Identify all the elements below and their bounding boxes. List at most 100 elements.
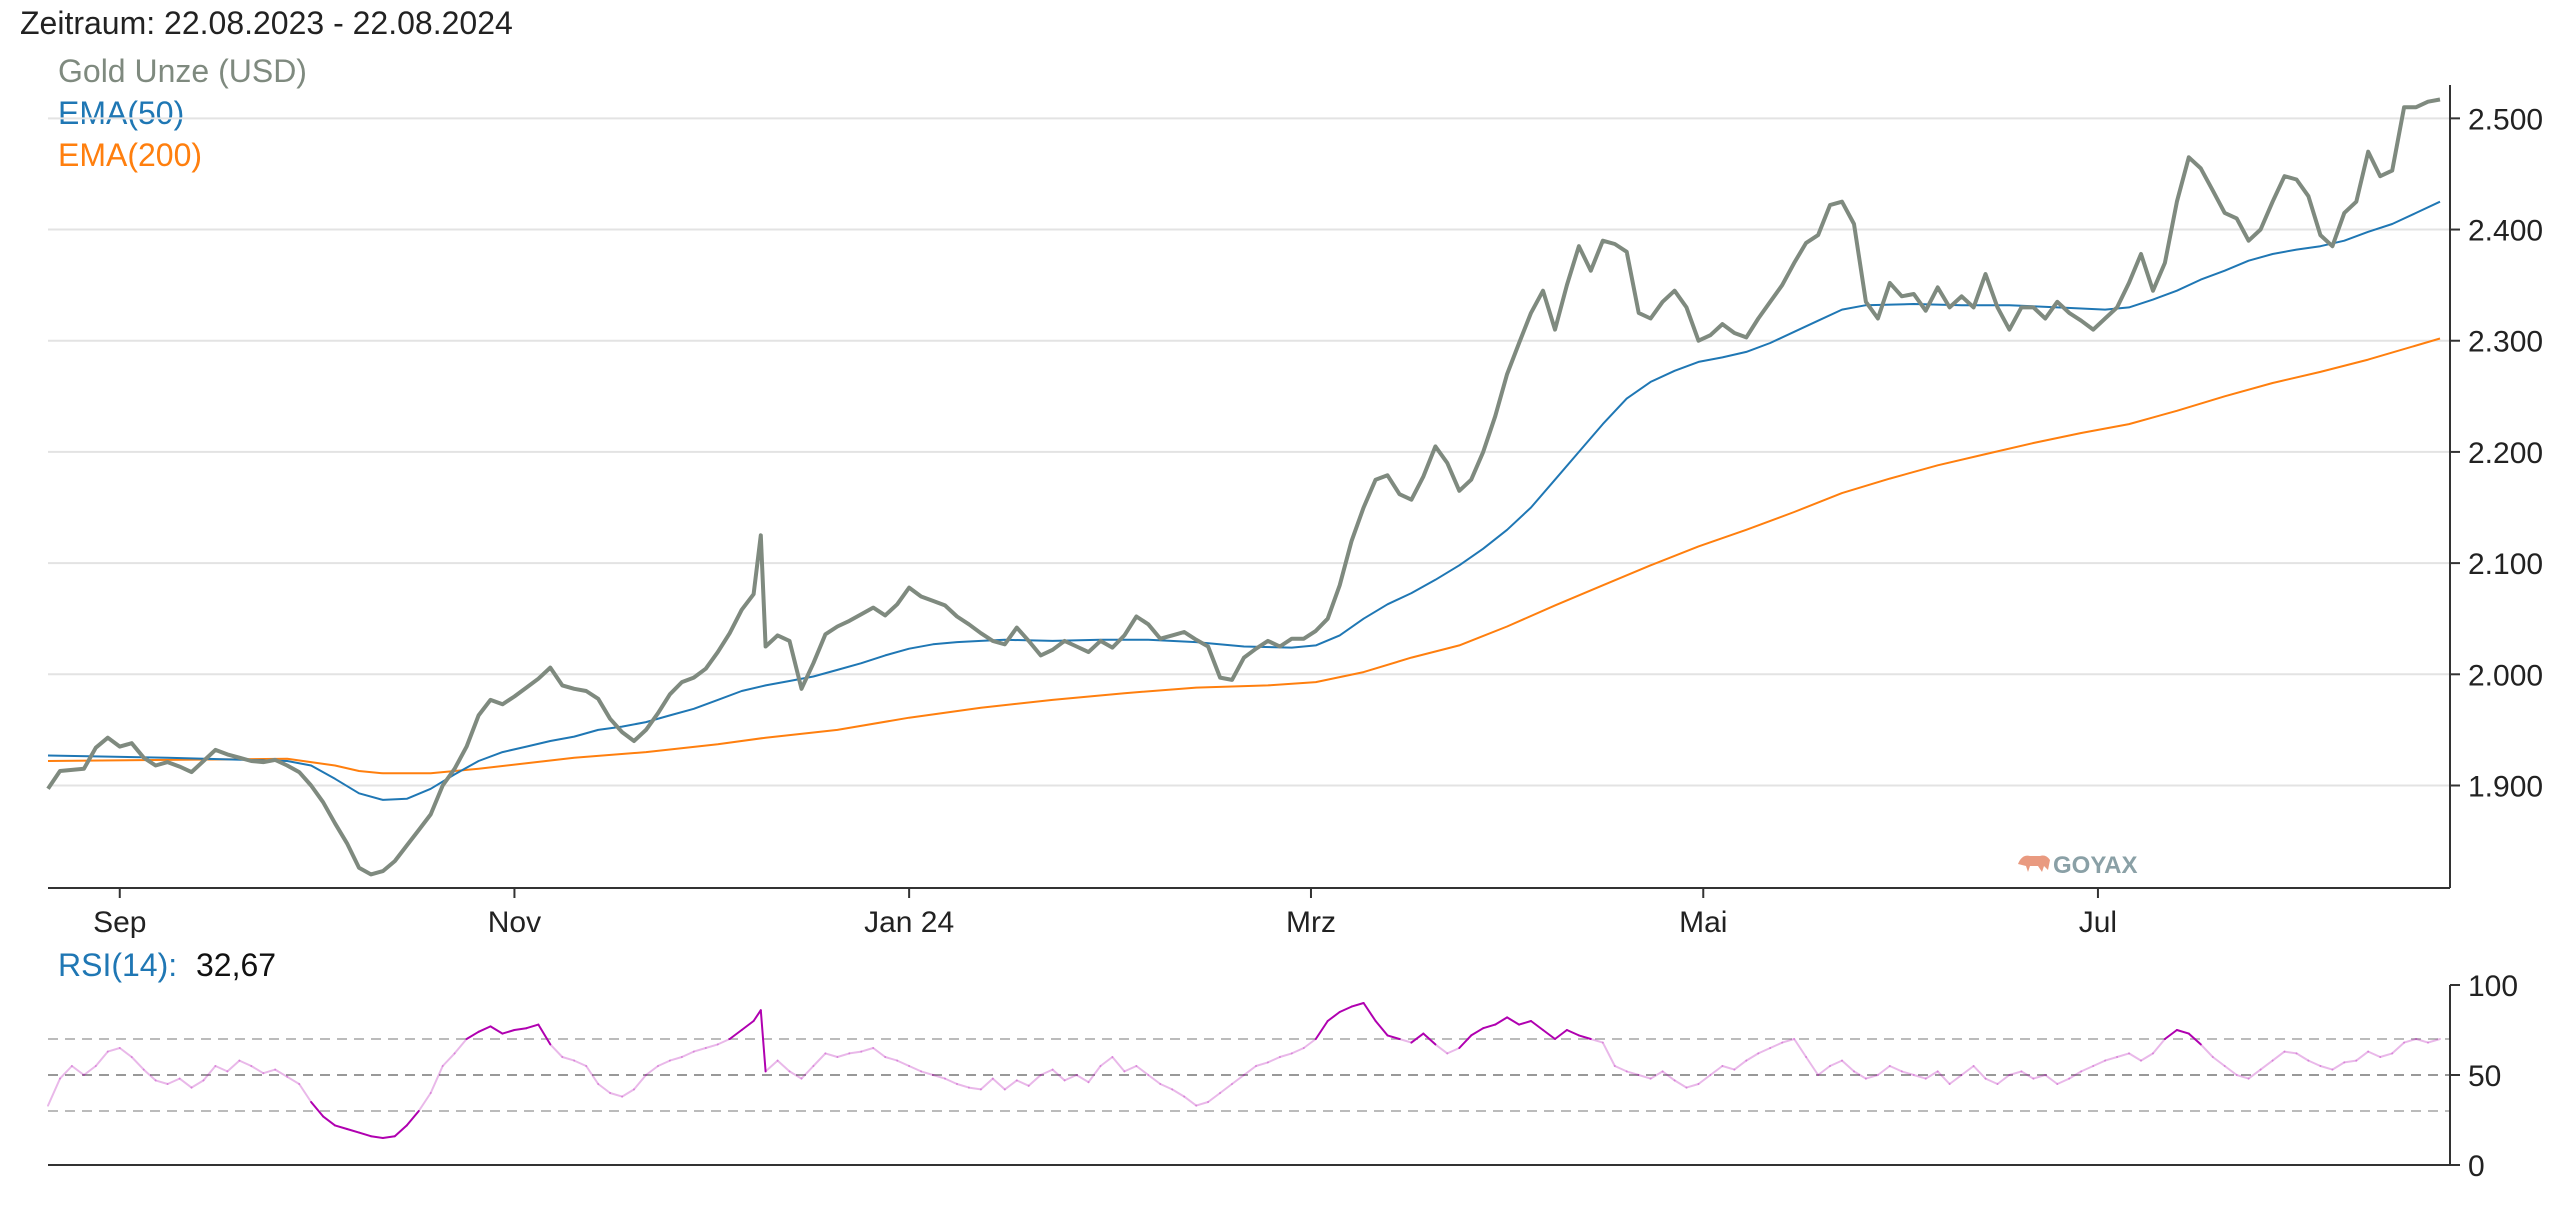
rsi-line-segment <box>920 1070 934 1076</box>
rsi-line-segment <box>1195 1101 1210 1107</box>
rsi-line-segment <box>1266 1056 1281 1064</box>
rsi-line-segment <box>1721 1065 1736 1071</box>
rsi-line-segment <box>1709 1065 1724 1076</box>
rsi-line-segment <box>1087 1065 1102 1084</box>
rsi-line-segment <box>1900 1070 1915 1076</box>
rsi-line-segment <box>1853 1070 1867 1080</box>
rsi-line-segment <box>1003 1079 1018 1091</box>
rsi-line-segment <box>286 1075 301 1085</box>
rsi-reference-lines <box>48 1038 2450 1112</box>
rsi-line-segment <box>2283 1050 2298 1055</box>
rsi-line-segment <box>2020 1070 2035 1080</box>
rsi-line-segment <box>932 1074 946 1080</box>
rsi-line-segment <box>1769 1041 1784 1049</box>
rsi-line-segment <box>609 1092 624 1098</box>
rsi-line-segment <box>1625 1070 1640 1076</box>
rsi-line-segment <box>2355 1050 2370 1062</box>
rsi-line-segment <box>2223 1065 2238 1076</box>
rsi-line-segment <box>1458 1034 1473 1049</box>
rsi-line-segment <box>896 1059 911 1067</box>
rsi-line-segment <box>1661 1070 1676 1082</box>
rsi-line-segment <box>2116 1052 2130 1058</box>
rsi-line-segment <box>513 1027 528 1031</box>
series-line-gold-unze-usd <box>46 97 2441 877</box>
main-y-ticks: 1.900 2.000 2.100 2.200 2.300 2.400 2.500 <box>2450 103 2543 803</box>
rsi-line-segment <box>190 1079 205 1089</box>
rsi-line-segment <box>1805 1056 1820 1076</box>
rsi-line-segment <box>1386 1034 1401 1040</box>
rsi-line-segment <box>393 1124 408 1138</box>
rsi-line-segment <box>1446 1047 1461 1055</box>
rsi-line-segment <box>310 1101 325 1118</box>
rsi-line-segment <box>1171 1088 1186 1098</box>
rsi-line-segment <box>1733 1059 1748 1071</box>
rsi-line-segment <box>1219 1083 1233 1094</box>
rsi-line-segment <box>525 1023 540 1030</box>
rsi-line-segment <box>800 1065 815 1080</box>
rsi-line-segment <box>1829 1059 1843 1067</box>
rsi-line-segment <box>1530 1020 1544 1031</box>
rsi-line-segment <box>1494 1016 1509 1026</box>
legend-gold: Gold Unze (USD) <box>58 53 307 89</box>
rsi-line-segment <box>728 1029 743 1040</box>
rsi-line-segment <box>2391 1041 2406 1055</box>
rsi-line-segment <box>944 1077 958 1085</box>
rsi-line-segment <box>991 1077 1006 1091</box>
rsi-line-segment <box>2080 1065 2095 1073</box>
rsi-line-segment <box>573 1059 588 1067</box>
rsi-line-segment <box>1577 1034 1592 1040</box>
rsi-line-segment <box>908 1065 923 1073</box>
x-tick-label: Mai <box>1679 906 1727 939</box>
x-ticks: Sep Nov Jan 24 Mrz Mai Jul <box>93 888 2117 939</box>
legend-ema200: EMA(200) <box>58 137 202 173</box>
main-y-tick-label: 2.500 <box>2468 103 2543 136</box>
rsi-line-segment <box>1984 1077 1999 1085</box>
rsi-line-segment <box>1637 1074 1652 1080</box>
rsi-line-segment <box>1326 1011 1341 1022</box>
rsi-line-segment <box>358 1131 372 1138</box>
rsi-line-segment <box>621 1088 635 1098</box>
rsi-line-segment <box>1422 1032 1437 1046</box>
rsi-line-segment <box>2403 1038 2418 1044</box>
rsi-line-segment <box>1039 1068 1054 1076</box>
rsi-line-segment <box>1374 1020 1389 1037</box>
rsi-line-segment <box>1051 1068 1066 1082</box>
main-y-tick-label: 2.400 <box>2468 215 2543 248</box>
rsi-line-segment <box>82 1065 97 1076</box>
rsi-line-segment <box>226 1059 241 1073</box>
rsi-line-segment <box>1781 1038 1796 1044</box>
rsi-line-segment <box>2175 1029 2190 1035</box>
rsi-line-segment <box>2295 1052 2310 1062</box>
rsi-line-segment <box>657 1059 671 1067</box>
rsi-line-segment <box>1470 1027 1485 1037</box>
rsi-line-segment <box>764 1059 779 1073</box>
rsi-line-segment <box>1123 1065 1138 1073</box>
rsi-line-segment <box>1888 1065 1903 1073</box>
main-series-group <box>46 97 2441 877</box>
rsi-line-segment <box>1518 1020 1532 1026</box>
rsi-line-segment <box>2152 1038 2166 1055</box>
rsi-line-segment <box>2331 1061 2346 1071</box>
rsi-y-tick-label: 100 <box>2468 970 2518 1003</box>
rsi-line-segment <box>369 1135 384 1139</box>
rsi-line-segment <box>680 1050 695 1058</box>
rsi-line-segment <box>812 1052 827 1067</box>
rsi-line-segment <box>1135 1065 1150 1076</box>
rsi-line-segment <box>752 1009 762 1022</box>
rsi-y-tick-label: 0 <box>2468 1150 2485 1183</box>
main-y-tick-label: 2.000 <box>2468 659 2543 692</box>
rsi-line-segment <box>1398 1038 1413 1044</box>
series-line-ema-50 <box>47 200 2441 801</box>
rsi-line-segment <box>1302 1038 1317 1049</box>
rsi-line-segment <box>1183 1095 1198 1107</box>
rsi-line-segment <box>2199 1043 2214 1058</box>
rsi-line-segment <box>1027 1074 1042 1087</box>
rsi-line-segment <box>1338 1005 1353 1013</box>
rsi-line-segment <box>979 1077 994 1091</box>
rsi-line-segment <box>214 1065 229 1073</box>
rsi-line-segment <box>1972 1065 1987 1080</box>
rsi-line-segment <box>465 1030 480 1040</box>
rsi-line-segment <box>1841 1059 1855 1073</box>
rsi-line-segment <box>2163 1029 2178 1040</box>
